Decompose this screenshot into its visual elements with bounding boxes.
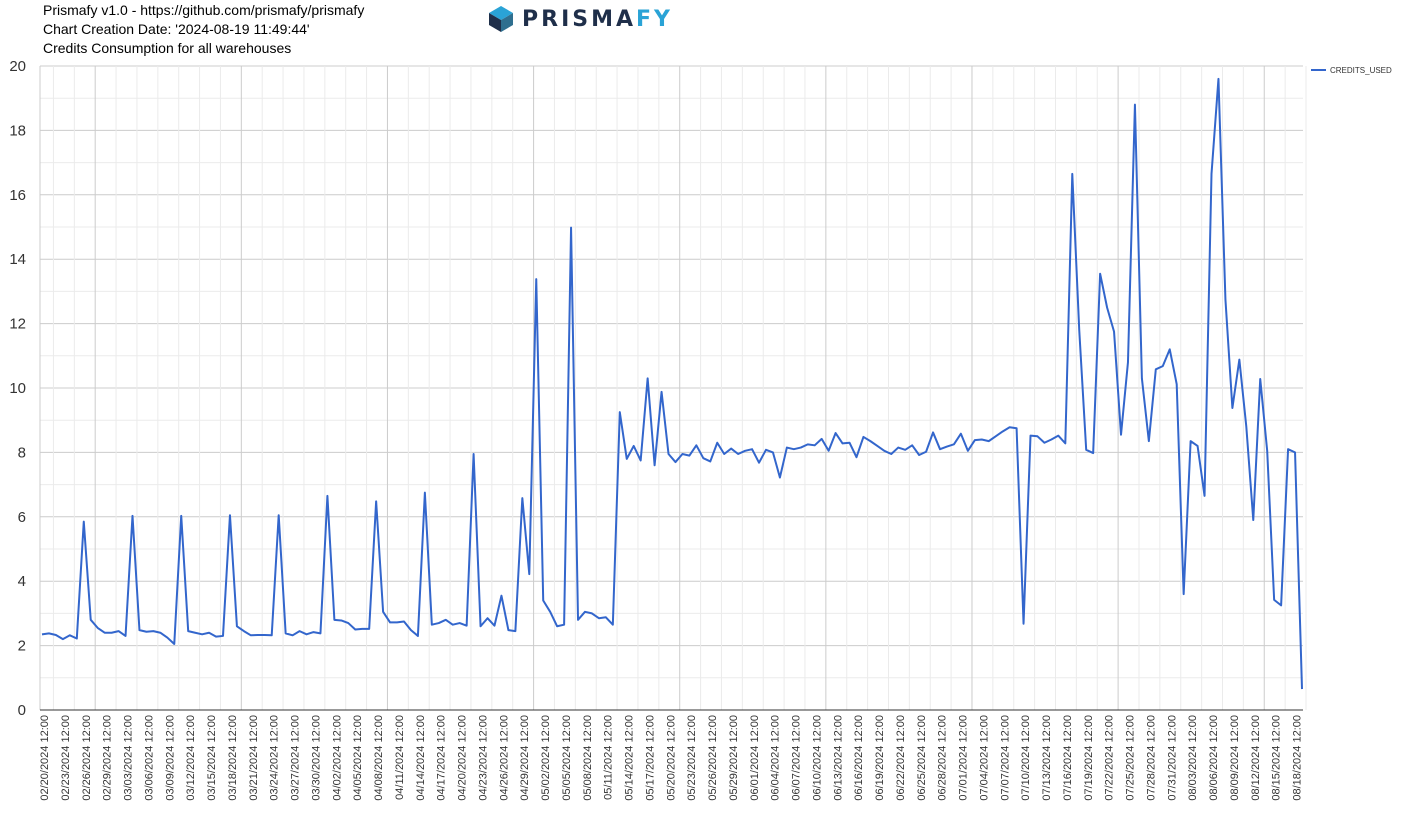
x-tick-label: 05/14/2024 12:00 [624,715,636,801]
x-tick-label: 08/18/2024 12:00 [1292,715,1304,801]
x-tick-label: 03/24/2024 12:00 [269,715,281,801]
x-tick-label: 06/01/2024 12:00 [749,715,761,801]
x-tick-label: 03/18/2024 12:00 [227,715,239,801]
x-tick-label: 07/25/2024 12:00 [1125,715,1137,801]
x-tick-label: 06/07/2024 12:00 [791,715,803,801]
x-tick-label: 05/08/2024 12:00 [582,715,594,801]
x-tick-label: 03/21/2024 12:00 [248,715,260,801]
y-tick-label: 0 [18,702,26,719]
x-tick-label: 04/23/2024 12:00 [477,715,489,801]
x-tick-label: 02/29/2024 12:00 [102,715,114,801]
chart-grid [39,65,1307,711]
x-tick-label: 04/20/2024 12:00 [457,715,469,801]
chart-header: Prismafy v1.0 - https://github.com/prism… [43,1,364,58]
x-tick-label: 06/22/2024 12:00 [895,715,907,801]
x-tick-label: 06/13/2024 12:00 [832,715,844,801]
y-tick-label: 2 [18,638,26,655]
x-tick-label: 04/26/2024 12:00 [498,715,510,801]
logo-wordmark: PRISMAFY [522,7,673,32]
x-tick-label: 04/05/2024 12:00 [352,715,364,801]
chart-legend: CREDITS_USED [1311,66,1392,75]
y-tick-label: 6 [18,509,26,526]
app-version-line: Prismafy v1.0 - https://github.com/prism… [43,2,365,18]
x-tick-label: 04/29/2024 12:00 [519,715,531,801]
x-tick-label: 07/10/2024 12:00 [1020,715,1032,801]
x-tick-label: 04/14/2024 12:00 [415,715,427,801]
x-tick-label: 08/03/2024 12:00 [1187,715,1199,801]
x-tick-label: 07/19/2024 12:00 [1083,715,1095,801]
x-tick-label: 05/05/2024 12:00 [561,715,573,801]
x-tick-label: 07/28/2024 12:00 [1145,715,1157,801]
series-line-credits-used [41,77,1303,690]
y-tick-label: 20 [9,58,26,75]
x-tick-label: 07/22/2024 12:00 [1104,715,1116,801]
x-tick-label: 03/12/2024 12:00 [185,715,197,801]
x-tick-label: 05/02/2024 12:00 [540,715,552,801]
legend-label: CREDITS_USED [1330,66,1392,75]
creation-date-line: Chart Creation Date: '2024-08-19 11:49:4… [43,21,310,37]
x-tick-label: 06/04/2024 12:00 [770,715,782,801]
logo-text-part1: PRISMA [522,6,637,32]
x-tick-label: 08/12/2024 12:00 [1250,715,1262,801]
prism-cube-icon [489,6,513,32]
y-tick-label: 4 [18,573,26,590]
y-tick-label: 12 [9,316,26,333]
y-tick-label: 16 [9,187,26,204]
x-tick-label: 07/13/2024 12:00 [1041,715,1053,801]
x-tick-label: 03/15/2024 12:00 [206,715,218,801]
x-tick-label: 06/16/2024 12:00 [853,715,865,801]
x-tick-label: 06/10/2024 12:00 [811,715,823,801]
y-axis-ticks: 0 2 4 6 8 10 12 14 16 18 20 [9,58,26,719]
x-tick-label: 04/11/2024 12:00 [394,715,406,800]
logo-text-part2: FY [636,6,673,32]
y-tick-label: 8 [18,444,26,461]
x-tick-label: 03/06/2024 12:00 [143,715,155,801]
x-tick-label: 03/27/2024 12:00 [290,715,302,801]
x-tick-label: 07/07/2024 12:00 [999,715,1011,801]
x-tick-label: 04/02/2024 12:00 [331,715,343,801]
x-tick-label: 04/17/2024 12:00 [436,715,448,801]
y-tick-label: 14 [9,251,26,268]
x-tick-label: 05/17/2024 12:00 [644,715,656,801]
x-tick-label: 02/20/2024 12:00 [39,715,51,801]
x-tick-label: 07/01/2024 12:00 [958,715,970,801]
x-tick-label: 06/28/2024 12:00 [937,715,949,801]
chart-title: Credits Consumption for all warehouses [43,40,292,56]
y-tick-label: 18 [9,122,26,139]
x-tick-label: 05/20/2024 12:00 [665,715,677,801]
x-tick-label: 05/23/2024 12:00 [686,715,698,801]
prismafy-logo: PRISMAFY [486,4,673,34]
x-tick-label: 02/23/2024 12:00 [60,715,72,801]
x-tick-label: 06/25/2024 12:00 [916,715,928,801]
x-tick-label: 07/16/2024 12:00 [1062,715,1074,801]
x-tick-label: 08/15/2024 12:00 [1271,715,1283,801]
x-tick-label: 05/26/2024 12:00 [707,715,719,801]
x-tick-label: 06/19/2024 12:00 [874,715,886,801]
x-tick-label: 07/31/2024 12:00 [1166,715,1178,801]
x-axis-ticks: 02/20/2024 12:00 02/23/2024 12:00 02/26/20… [39,715,1304,801]
x-tick-label: 03/30/2024 12:00 [310,715,322,801]
x-tick-label: 03/03/2024 12:00 [123,715,135,801]
x-tick-label: 05/29/2024 12:00 [728,715,740,801]
x-tick-label: 03/09/2024 12:00 [164,715,176,801]
x-tick-label: 02/26/2024 12:00 [81,715,93,801]
x-tick-label: 04/08/2024 12:00 [373,715,385,801]
y-tick-label: 10 [9,380,26,397]
x-tick-label: 08/06/2024 12:00 [1208,715,1220,801]
x-tick-label: 07/04/2024 12:00 [978,715,990,801]
x-tick-label: 05/11/2024 12:00 [603,715,615,800]
x-tick-label: 08/09/2024 12:00 [1229,715,1241,801]
